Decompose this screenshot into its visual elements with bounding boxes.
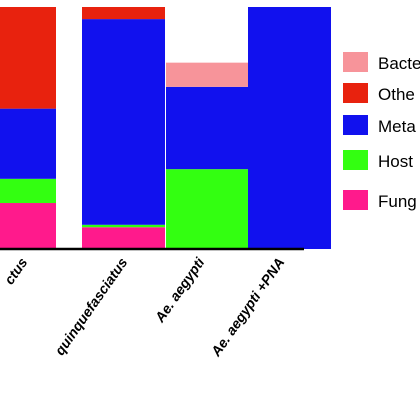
category-label-0: ctus — [1, 254, 31, 287]
legend: Bacte Othe Meta Host Fung — [343, 52, 420, 211]
bar-segment-meta-0 — [0, 108, 56, 179]
bar-segment-host-1 — [82, 224, 165, 228]
legend-label-meta: Meta — [378, 117, 416, 136]
category-label-1: quinquefasciatus — [51, 254, 130, 358]
category-labels: ctus quinquefasciatus Ae. aegypti Ae. aegyp… — [1, 254, 288, 360]
bar-segment-meta-2 — [166, 86, 249, 170]
bar-segment-host-0 — [0, 178, 56, 204]
bar-segment-meta-3 — [248, 7, 331, 249]
legend-swatch-fung — [343, 190, 368, 210]
category-label-2: Ae. aegypti — [151, 254, 208, 326]
legend-label-bacte: Bacte — [378, 54, 420, 73]
category-label-3: Ae. aegypti +PNA — [207, 255, 287, 360]
legend-label-othe: Othe — [378, 85, 415, 104]
bar-segment-host-2 — [166, 169, 249, 249]
legend-label-fung: Fung — [378, 192, 417, 211]
legend-swatch-meta — [343, 115, 368, 135]
bar-segment-fung-0 — [0, 203, 56, 249]
bar-segment-meta-1 — [82, 19, 165, 225]
legend-swatch-othe — [343, 83, 368, 103]
bar-segment-othe-0 — [0, 7, 56, 109]
legend-swatch-host — [343, 150, 368, 170]
bar-segment-fung-1 — [82, 227, 165, 249]
legend-label-host: Host — [378, 152, 413, 171]
bar-segment-othe-1 — [82, 7, 165, 20]
legend-swatch-bacte — [343, 52, 368, 72]
bar-segment-bacte-2 — [166, 62, 249, 87]
bars-group — [0, 7, 331, 249]
